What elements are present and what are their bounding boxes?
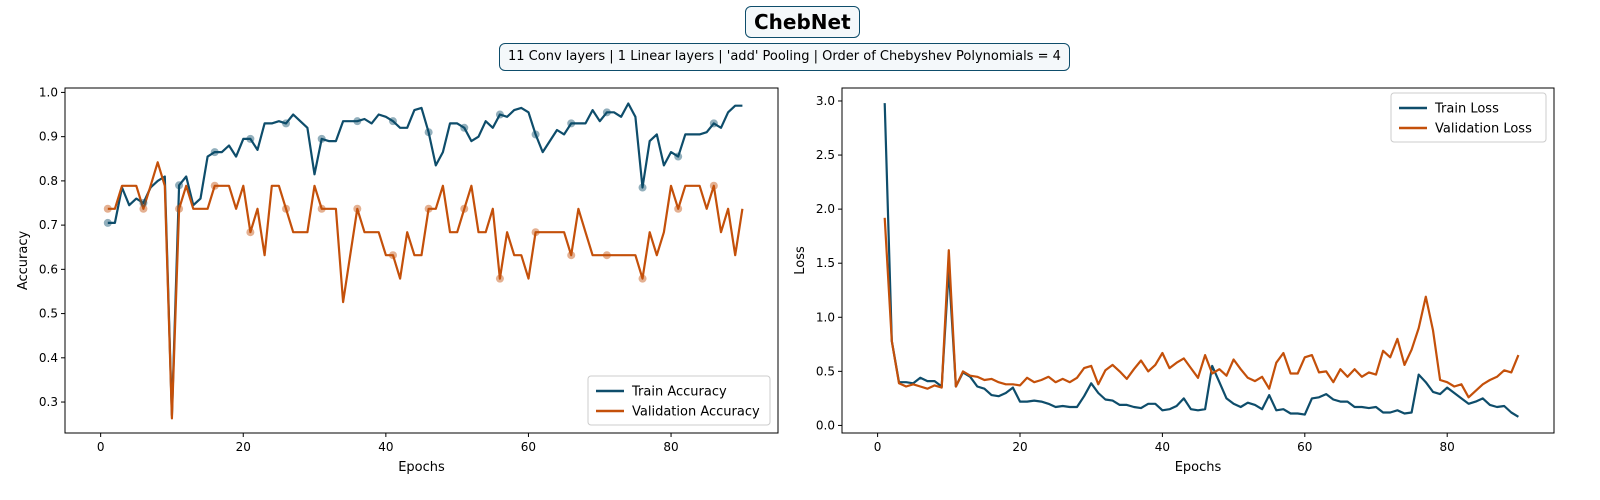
data-point xyxy=(638,274,647,283)
data-point xyxy=(709,181,718,190)
x-tick-label: 60 xyxy=(521,440,536,454)
x-tick-label: 20 xyxy=(1012,440,1027,454)
loss-plot: 0 20 40 60 80 0.0 0.5 1.0 1.5 2.0 2.5 3.0 Epochs Loss… xyxy=(793,87,1555,475)
y-tick-label: 0.6 xyxy=(39,262,58,276)
x-axis-label: Epochs xyxy=(398,460,445,475)
legend: Train Accuracy Validation Accuracy xyxy=(587,375,771,426)
legend-box xyxy=(1390,92,1547,143)
data-point xyxy=(567,251,576,260)
series-line-validation-loss xyxy=(883,217,1520,399)
data-point xyxy=(103,204,112,213)
y-tick-label: 1.5 xyxy=(816,256,835,270)
data-point xyxy=(531,228,540,237)
x-tick-label: 80 xyxy=(1440,440,1455,454)
y-tick-label: 2.5 xyxy=(816,148,835,162)
y-tick-label: 0.0 xyxy=(816,418,835,432)
x-tick-label: 0 xyxy=(97,440,105,454)
legend: Train Loss Validation Loss xyxy=(1390,92,1547,143)
data-point xyxy=(674,204,683,213)
legend-label: Validation Accuracy xyxy=(632,405,760,420)
data-point xyxy=(674,152,683,161)
legend-label: Train Accuracy xyxy=(631,385,727,400)
data-point xyxy=(175,181,184,190)
legend-label: Train Loss xyxy=(1434,102,1499,117)
data-point xyxy=(139,199,148,207)
y-tick-label: 0.4 xyxy=(39,351,58,365)
y-axis-label: Accuracy xyxy=(16,231,31,291)
data-point xyxy=(210,148,219,157)
data-point xyxy=(210,181,219,190)
data-point xyxy=(246,228,255,237)
y-tick-label: 0.9 xyxy=(39,130,58,144)
accuracy-plot: 0 20 40 60 80 0.3 0.4 0.5 0.6 0.7 0.8 0.9 1.0 Epochs A… xyxy=(16,85,779,475)
chart-title: ChebNet xyxy=(745,6,860,38)
data-point xyxy=(282,119,291,128)
series-line-validation-accuracy xyxy=(107,161,744,420)
plot-frame xyxy=(841,87,1555,434)
data-point xyxy=(353,117,362,126)
data-point xyxy=(282,204,291,213)
x-tick-label: 40 xyxy=(378,440,393,454)
chart-subtitle: 11 Conv layers | 1 Linear layers | 'add'… xyxy=(499,43,1070,71)
data-point xyxy=(709,119,718,128)
x-tick-label: 0 xyxy=(874,440,882,454)
data-point xyxy=(388,117,397,126)
data-point xyxy=(495,274,504,283)
data-point xyxy=(602,108,611,117)
data-point xyxy=(139,204,148,213)
data-point xyxy=(317,134,326,143)
x-axis-label: Epochs xyxy=(1175,460,1222,475)
y-tick-label: 0.8 xyxy=(39,174,58,188)
legend-label: Validation Loss xyxy=(1435,122,1532,137)
x-tick-label: 40 xyxy=(1155,440,1170,454)
data-point xyxy=(531,130,540,139)
y-tick-label: 0.3 xyxy=(39,395,58,409)
data-point xyxy=(388,251,397,260)
legend-box xyxy=(587,375,771,426)
y-tick-label: 1.0 xyxy=(39,85,58,99)
series-line-train-loss xyxy=(883,103,1519,418)
y-tick-label: 3.0 xyxy=(816,94,835,108)
data-point xyxy=(175,204,184,213)
data-point xyxy=(602,251,611,260)
data-point xyxy=(317,204,326,213)
y-tick-label: 0.7 xyxy=(39,218,58,232)
y-axis-label: Loss xyxy=(793,246,808,275)
series-line-train-accuracy xyxy=(107,102,743,417)
data-point xyxy=(460,204,469,213)
data-point xyxy=(353,204,362,213)
data-point xyxy=(424,128,433,137)
x-tick-label: 20 xyxy=(236,440,251,454)
data-point xyxy=(567,119,576,128)
data-point xyxy=(103,218,112,227)
y-tick-label: 2.0 xyxy=(816,202,835,216)
x-tick-label: 60 xyxy=(1297,440,1312,454)
data-point xyxy=(424,204,433,213)
data-point xyxy=(495,110,504,119)
plot-frame xyxy=(64,87,779,434)
y-tick-label: 0.5 xyxy=(816,364,835,378)
data-point xyxy=(638,183,647,192)
x-tick-label: 80 xyxy=(663,440,678,454)
data-point xyxy=(246,134,255,143)
data-point xyxy=(460,123,469,132)
y-tick-label: 1.0 xyxy=(816,310,835,324)
y-tick-label: 0.5 xyxy=(39,307,58,321)
